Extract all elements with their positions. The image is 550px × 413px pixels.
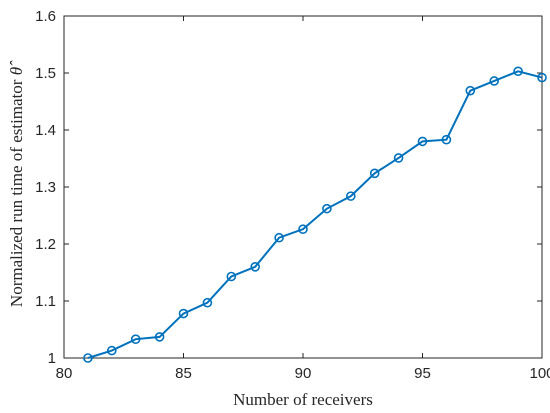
x-axis-label: Number of receivers	[233, 390, 373, 409]
data-point	[465, 85, 476, 96]
y-axis-label: Normalized run time of estimator θ̂	[7, 60, 26, 307]
y-axis-ticks: 1 1.1 1.2 1.3 1.4 1.5 1.6	[35, 8, 542, 367]
data-point	[369, 168, 380, 179]
x-tick-label: 90	[295, 365, 312, 382]
y-axis-label-symbol: θ̂	[7, 60, 26, 75]
x-tick-label: 85	[175, 365, 192, 382]
x-tick-label: 80	[56, 365, 73, 382]
y-tick-label: 1.6	[35, 8, 56, 25]
data-point	[274, 232, 284, 243]
data-point	[513, 66, 523, 77]
series-layer	[83, 66, 547, 363]
plot-frame	[63, 15, 543, 359]
data-point	[226, 271, 237, 282]
data-point	[417, 136, 428, 147]
data-point	[441, 134, 452, 145]
data-point	[107, 345, 117, 356]
x-tick-label: 100	[529, 365, 550, 382]
data-point	[178, 308, 189, 319]
data-point	[154, 332, 165, 342]
y-tick-label: 1.5	[35, 65, 56, 82]
y-tick-label: 1.4	[35, 122, 56, 139]
data-point	[489, 76, 500, 86]
data-point	[130, 334, 141, 344]
data-point	[250, 261, 260, 272]
y-axis-label-text: Normalized run time of estimator	[7, 75, 26, 307]
plot-area	[63, 15, 543, 359]
data-point	[345, 191, 356, 201]
y-tick-label: 1	[48, 350, 56, 367]
data-point	[322, 203, 332, 214]
y-tick-label: 1.2	[35, 236, 56, 253]
data-point	[202, 297, 213, 308]
y-tick-label: 1.1	[35, 293, 56, 310]
data-point	[393, 153, 404, 163]
data-point	[298, 224, 308, 234]
data-point	[83, 353, 93, 363]
data-point	[537, 72, 547, 83]
x-axis-ticks: 80 85 90 95 100	[56, 16, 550, 382]
x-tick-label: 95	[414, 365, 431, 382]
series-line	[87, 70, 543, 359]
y-tick-label: 1.3	[35, 179, 56, 196]
